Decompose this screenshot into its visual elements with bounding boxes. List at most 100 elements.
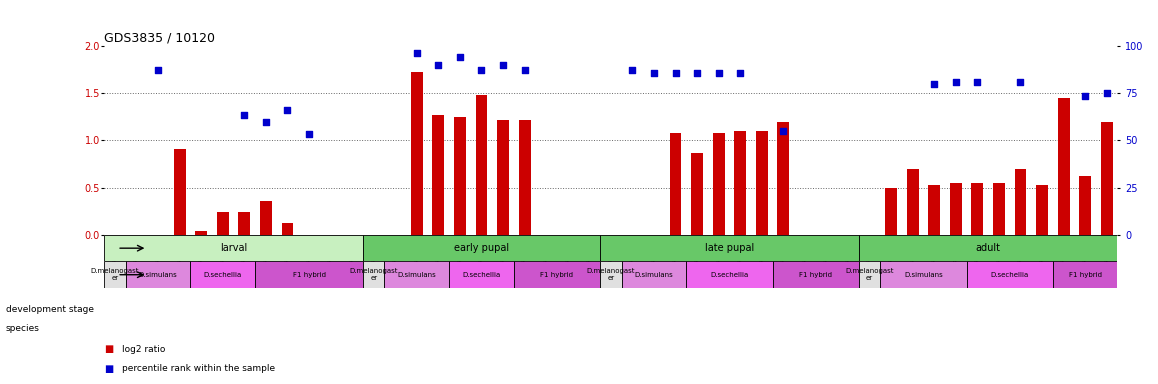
Bar [885, 188, 897, 235]
Text: D.sechellia: D.sechellia [462, 272, 500, 278]
Text: D.melanogast
er: D.melanogast er [90, 268, 139, 281]
Point [968, 79, 987, 85]
Point [710, 70, 728, 76]
Point [1098, 90, 1116, 96]
Bar [622, 262, 687, 288]
Bar [734, 131, 746, 235]
Point [430, 62, 448, 68]
Text: D.simulans: D.simulans [904, 272, 943, 278]
Bar [217, 212, 229, 235]
Text: D.sechellia: D.sechellia [204, 272, 242, 278]
Bar [449, 262, 514, 288]
Bar [1101, 122, 1113, 235]
Point [515, 66, 534, 73]
Text: F1 hybrid: F1 hybrid [799, 272, 833, 278]
Bar [476, 95, 488, 235]
Text: GDS3835 / 10120: GDS3835 / 10120 [104, 32, 215, 45]
Text: percentile rank within the sample: percentile rank within the sample [122, 364, 274, 373]
Text: development stage: development stage [6, 305, 94, 314]
Bar [411, 71, 423, 235]
Point [493, 62, 512, 68]
Bar [126, 262, 190, 288]
Bar [1053, 262, 1117, 288]
Bar [669, 133, 681, 235]
Text: F1 hybrid: F1 hybrid [1069, 272, 1101, 278]
Point [408, 50, 426, 56]
Text: D.melanogast
er: D.melanogast er [350, 268, 398, 281]
Bar [1036, 185, 1048, 235]
Point [666, 70, 684, 76]
Bar [104, 262, 126, 288]
Bar [514, 262, 600, 288]
Point [688, 70, 706, 76]
Bar [104, 235, 362, 262]
Point [623, 66, 642, 73]
Text: late pupal: late pupal [705, 243, 754, 253]
Text: D.sechellia: D.sechellia [710, 272, 748, 278]
Bar [519, 120, 530, 235]
Bar [432, 115, 445, 235]
Text: D.simulans: D.simulans [397, 272, 437, 278]
Bar [497, 120, 510, 235]
Bar [1079, 176, 1091, 235]
Bar [384, 262, 449, 288]
Bar [281, 223, 293, 235]
Bar [239, 212, 250, 235]
Text: D.simulans: D.simulans [635, 272, 673, 278]
Bar [691, 153, 703, 235]
Bar [950, 183, 961, 235]
Bar [261, 201, 272, 235]
Bar [190, 262, 255, 288]
Bar [880, 262, 967, 288]
Bar [712, 133, 725, 235]
Point [774, 128, 792, 134]
Bar [600, 235, 859, 262]
Bar [777, 122, 790, 235]
Text: F1 hybrid: F1 hybrid [541, 272, 573, 278]
Text: ■: ■ [104, 364, 113, 374]
Text: ■: ■ [104, 344, 113, 354]
Bar [992, 183, 1005, 235]
Bar [907, 169, 918, 235]
Bar [196, 231, 207, 235]
Bar [600, 262, 622, 288]
Bar [1057, 98, 1070, 235]
Point [472, 66, 491, 73]
Text: log2 ratio: log2 ratio [122, 345, 164, 354]
Point [946, 79, 965, 85]
Bar [362, 235, 600, 262]
Bar [972, 183, 983, 235]
Text: D.simulans: D.simulans [139, 272, 177, 278]
Bar [859, 262, 880, 288]
Text: D.melanogast
er: D.melanogast er [845, 268, 894, 281]
Bar [454, 117, 466, 235]
Text: early pupal: early pupal [454, 243, 510, 253]
Bar [967, 262, 1053, 288]
Point [1076, 93, 1094, 99]
Point [257, 119, 276, 125]
Text: adult: adult [976, 243, 1001, 253]
Text: D.sechellia: D.sechellia [990, 272, 1028, 278]
Point [1011, 79, 1029, 85]
Bar [929, 185, 940, 235]
Text: F1 hybrid: F1 hybrid [293, 272, 325, 278]
Point [645, 70, 664, 76]
Point [300, 131, 318, 137]
Text: species: species [6, 324, 39, 333]
Bar [756, 131, 768, 235]
Point [731, 70, 749, 76]
Bar [772, 262, 859, 288]
Point [235, 112, 254, 118]
Text: D.melanogast
er: D.melanogast er [587, 268, 635, 281]
Bar [174, 149, 185, 235]
Point [450, 55, 469, 61]
Point [149, 66, 168, 73]
Bar [859, 235, 1117, 262]
Bar [687, 262, 772, 288]
Point [278, 107, 296, 113]
Bar [255, 262, 362, 288]
Bar [362, 262, 384, 288]
Text: larval: larval [220, 243, 247, 253]
Bar [1014, 169, 1026, 235]
Point [925, 81, 944, 87]
